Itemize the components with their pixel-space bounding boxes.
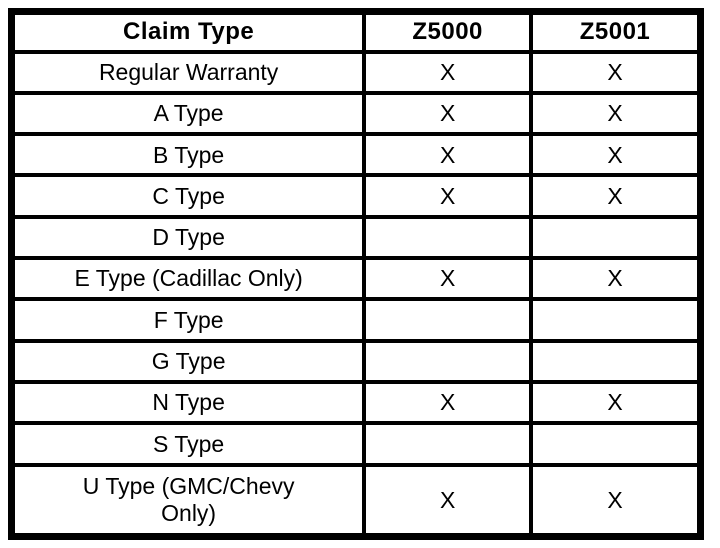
column-header-z5001: Z5001 <box>529 9 703 54</box>
claim-type-cell: C Type <box>9 173 367 219</box>
table-row-s-type: S Type <box>9 421 703 467</box>
z5001-mark-cell <box>529 297 703 343</box>
z5000-mark-cell: X <box>362 462 533 539</box>
claim-type-cell: N Type <box>9 379 367 426</box>
table-row-f-type: F Type <box>9 297 703 343</box>
z5000-mark-cell: X <box>362 173 533 219</box>
claim-type-cell: G Type <box>9 338 367 384</box>
z5000-mark-cell <box>362 421 533 467</box>
table-row-e-type: E Type (Cadillac Only) X X <box>9 255 703 302</box>
claim-type-label: S Type <box>153 430 225 457</box>
z5001-mark-cell: X <box>529 132 703 178</box>
z5001-mark-cell: X <box>529 255 703 302</box>
claim-type-cell: Regular Warranty <box>9 49 367 95</box>
table-row-u-type: U Type (GMC/Chevy Only) X X <box>9 462 703 539</box>
claim-type-label: F Type <box>153 306 224 333</box>
table-row-a-type: A Type X X <box>9 90 703 137</box>
claim-type-cell: B Type <box>9 132 367 178</box>
claim-type-label: D Type <box>152 224 225 251</box>
claim-type-cell: S Type <box>9 421 367 467</box>
table-row-c-type: C Type X X <box>9 173 703 219</box>
z5000-mark-cell: X <box>362 49 533 95</box>
z5000-mark-cell: X <box>362 90 533 137</box>
table-header-row: Claim Type Z5000 Z5001 <box>9 9 703 54</box>
z5000-mark-cell <box>362 214 533 260</box>
table-row-g-type: G Type <box>9 338 703 384</box>
z5001-mark-cell: X <box>529 90 703 137</box>
z5000-mark-cell <box>362 338 533 384</box>
z5000-mark-cell <box>362 297 533 343</box>
z5000-mark-cell: X <box>362 132 533 178</box>
table-row-b-type: B Type X X <box>9 132 703 178</box>
table-row-regular-warranty: Regular Warranty X X <box>9 49 703 95</box>
claim-type-label: E Type (Cadillac Only) <box>74 265 303 292</box>
claim-type-label: C Type <box>152 182 225 209</box>
claim-type-cell: D Type <box>9 214 367 260</box>
claim-type-cell: U Type (GMC/Chevy Only) <box>9 462 367 539</box>
claim-type-cell: E Type (Cadillac Only) <box>9 255 367 302</box>
z5001-mark-cell <box>529 421 703 467</box>
claim-type-label: U Type (GMC/Chevy Only) <box>82 473 295 526</box>
table-row-n-type: N Type X X <box>9 379 703 426</box>
z5001-mark-cell <box>529 338 703 384</box>
z5001-mark-cell: X <box>529 462 703 539</box>
z5001-mark-cell: X <box>529 379 703 426</box>
claim-type-label: G Type <box>151 348 226 374</box>
claim-type-label: B Type <box>153 141 225 168</box>
column-header-claim-type: Claim Type <box>9 9 367 54</box>
claim-type-cell: A Type <box>9 90 367 137</box>
claim-type-table: Claim Type Z5000 Z5001 Regular Warranty … <box>8 8 704 540</box>
table-row-d-type: D Type <box>9 214 703 260</box>
z5001-mark-cell <box>529 214 703 260</box>
column-header-z5000: Z5000 <box>362 9 533 54</box>
z5000-mark-cell: X <box>362 379 533 426</box>
z5000-mark-cell: X <box>362 255 533 302</box>
claim-type-label: Regular Warranty <box>98 58 279 85</box>
z5001-mark-cell: X <box>529 173 703 219</box>
claim-type-label: A Type <box>153 100 224 127</box>
z5001-mark-cell: X <box>529 49 703 95</box>
claim-type-label: N Type <box>152 389 225 416</box>
claim-type-cell: F Type <box>9 297 367 343</box>
